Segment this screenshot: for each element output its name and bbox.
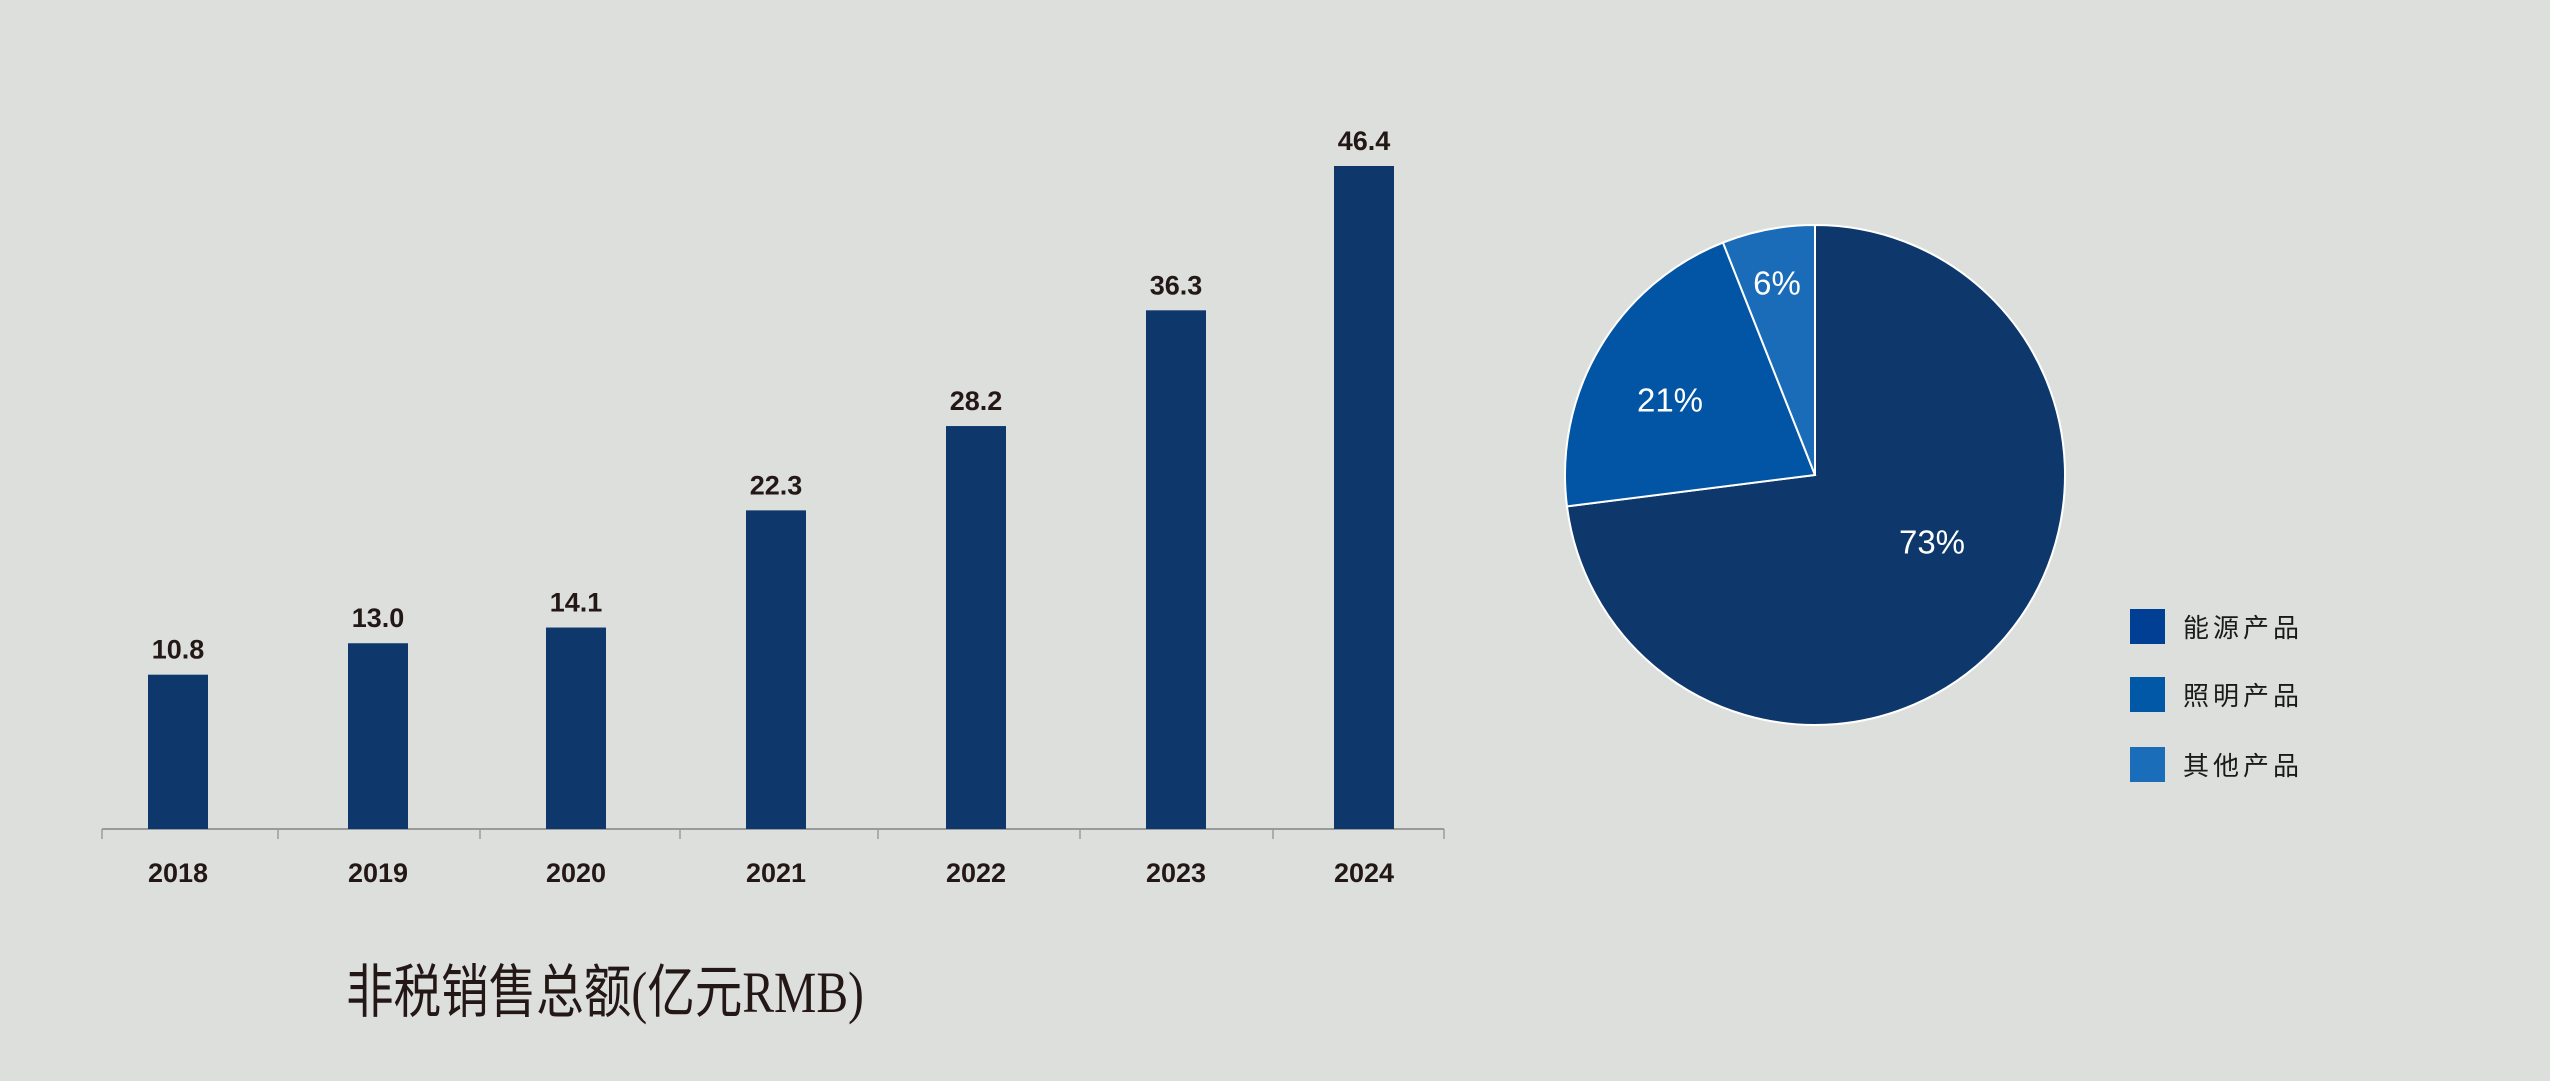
bar-chart-title: 非税销售总额(亿元RMB) [346,960,864,1025]
pie-slice-label: 6% [1753,265,1801,302]
bar-2020 [546,627,606,829]
legend-item-lighting: 照明产品 [2130,676,2303,713]
bar-value-label: 36.3 [1150,270,1203,300]
legend-swatch [2130,609,2165,644]
legend-label: 其他产品 [2183,752,2304,782]
x-tick-label: 2023 [1146,858,1206,888]
legend-label: 能源产品 [2183,614,2304,644]
pie-slice-label: 73% [1899,524,1965,561]
x-tick-label: 2022 [946,858,1006,888]
bar-2019 [348,643,408,829]
bar-2022 [946,426,1006,829]
legend-item-energy: 能源产品 [2130,608,2303,645]
bar-2024 [1334,166,1394,829]
pie-slice-1 [1564,241,1817,508]
bar-value-label: 28.2 [950,386,1003,416]
x-tick-label: 2020 [546,858,606,888]
legend-label: 照明产品 [2183,682,2304,712]
legend-item-other: 其他产品 [2130,746,2303,783]
x-tick-label: 2024 [1334,858,1394,888]
legend-swatch [2130,677,2165,712]
bar-value-label: 14.1 [550,588,603,618]
pie-slice-2 [1721,223,1816,476]
bar-value-label: 10.8 [152,635,205,665]
x-tick-label: 2021 [746,858,806,888]
bar-2018 [148,674,208,829]
bar-2021 [746,510,806,829]
bar-value-label: 13.0 [352,603,405,633]
x-tick-label: 2018 [148,858,208,888]
legend-swatch [2130,747,2165,782]
bar-value-label: 22.3 [750,470,803,500]
bar-2023 [1146,310,1206,830]
x-tick-label: 2019 [348,858,408,888]
bar-value-label: 46.4 [1338,126,1391,156]
pie-slice-label: 21% [1637,382,1703,419]
